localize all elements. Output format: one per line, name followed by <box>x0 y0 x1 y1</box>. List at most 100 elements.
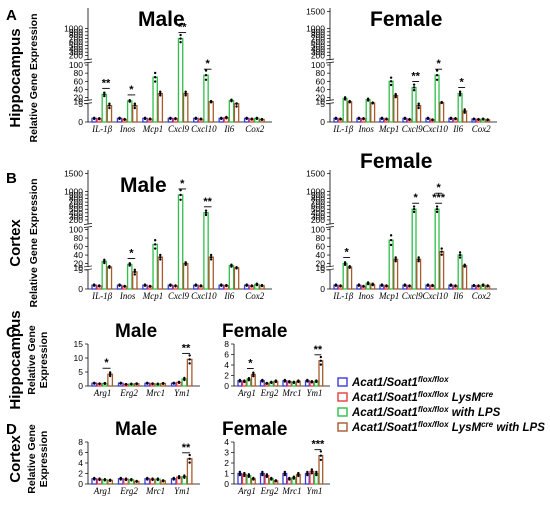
data-point <box>315 379 318 382</box>
data-point <box>481 117 485 120</box>
y-tick-label: 0 <box>78 284 83 294</box>
data-point <box>435 78 439 81</box>
data-point <box>174 117 177 120</box>
bar <box>411 86 417 123</box>
y-tick-label: 2 <box>78 469 83 479</box>
data-point <box>366 97 370 100</box>
x-tick-label: Cxcl10 <box>422 124 448 134</box>
data-point <box>133 273 137 276</box>
x-tick-label: Ym1 <box>174 388 190 398</box>
bar <box>434 74 440 123</box>
data-point <box>159 258 162 261</box>
data-point <box>403 116 407 120</box>
y-tick-label: 500 <box>311 40 325 50</box>
significance-label: * <box>129 84 134 96</box>
data-point <box>357 283 361 286</box>
y-tick-label: 500 <box>69 40 83 50</box>
significance-label: ** <box>182 442 191 454</box>
bar <box>388 80 394 123</box>
y-tick-label: 600 <box>69 201 83 211</box>
data-point <box>274 379 278 382</box>
axis-break-mark <box>325 223 335 225</box>
legend-sup: cre <box>481 420 494 429</box>
data-point <box>252 373 255 376</box>
data-point <box>357 116 361 120</box>
data-point <box>199 284 203 287</box>
data-point <box>174 284 177 287</box>
data-point <box>458 251 462 254</box>
legend-gene: Acat1/Soat1 <box>351 377 418 389</box>
data-point <box>93 381 96 384</box>
data-point <box>199 117 203 120</box>
data-point <box>458 253 462 257</box>
data-point <box>103 94 106 98</box>
data-point <box>417 260 420 263</box>
x-tick-label: Cxcl9 <box>402 124 423 134</box>
bar <box>177 194 184 290</box>
data-point <box>319 359 323 362</box>
data-point <box>135 479 138 483</box>
axis-break-mark <box>325 265 335 268</box>
data-point <box>235 105 238 108</box>
y-tick-label: 10 <box>316 263 326 273</box>
data-point <box>426 116 430 120</box>
data-point <box>412 208 416 211</box>
data-point <box>247 473 251 476</box>
x-tick-label: Erg2 <box>119 388 138 398</box>
legend-rest: with LPS <box>493 422 545 434</box>
significance-label: ** <box>178 22 187 34</box>
bar <box>177 37 184 123</box>
data-point <box>238 378 242 382</box>
axis-break-mark <box>325 102 335 105</box>
data-point <box>128 98 131 102</box>
data-point <box>274 479 278 482</box>
data-point <box>133 270 137 274</box>
data-point <box>135 382 138 385</box>
x-tick-label: Mrc1 <box>145 388 165 398</box>
legend-swatch <box>337 392 348 402</box>
data-point <box>255 282 259 285</box>
y-tick-label: 400 <box>311 208 325 218</box>
y-tick-label: 1000 <box>306 23 325 33</box>
y-tick-label: 10 <box>74 263 84 273</box>
y-tick-label: 2 <box>224 371 229 381</box>
x-tick-label: Erg2 <box>260 486 279 496</box>
data-point <box>209 258 213 261</box>
data-point <box>366 281 370 284</box>
data-point <box>348 265 351 268</box>
x-tick-label: Ym1 <box>306 388 322 398</box>
axis-break-gap <box>326 266 497 270</box>
data-point <box>454 117 457 120</box>
data-point <box>169 283 172 286</box>
axis-break-mark <box>83 61 93 64</box>
data-point <box>408 284 411 287</box>
y-tick-label: 600 <box>311 201 325 211</box>
y-tick-label: 400 <box>69 44 83 54</box>
data-point <box>319 355 323 359</box>
legend-gene: Acat1/Soat1 <box>351 407 418 419</box>
data-point <box>188 362 191 365</box>
chart-title: Male <box>115 321 157 342</box>
y-tick-label: 300 <box>311 211 325 221</box>
chart-b-female: Female 0 510204060801002003004005006007008… <box>306 150 497 301</box>
data-point <box>230 98 233 101</box>
significance-label: *** <box>311 439 325 451</box>
bar <box>462 265 468 290</box>
axis-break-mark <box>83 223 93 225</box>
data-point <box>123 117 126 121</box>
data-point <box>177 380 181 384</box>
data-point <box>235 102 238 105</box>
y-axis-label: Expression <box>38 431 50 488</box>
data-point <box>204 209 208 212</box>
data-point <box>159 92 162 95</box>
bar <box>152 76 158 123</box>
data-point <box>188 453 191 457</box>
y-tick-label: 900 <box>69 27 83 37</box>
x-tick-label: Inos <box>357 124 374 134</box>
data-point <box>159 253 162 257</box>
axis-break-mark <box>325 226 335 228</box>
data-point <box>184 94 187 97</box>
legend: Acat1/Soat1flox/floxAcat1/Soat1flox/flox… <box>337 375 545 434</box>
data-point <box>380 116 384 120</box>
